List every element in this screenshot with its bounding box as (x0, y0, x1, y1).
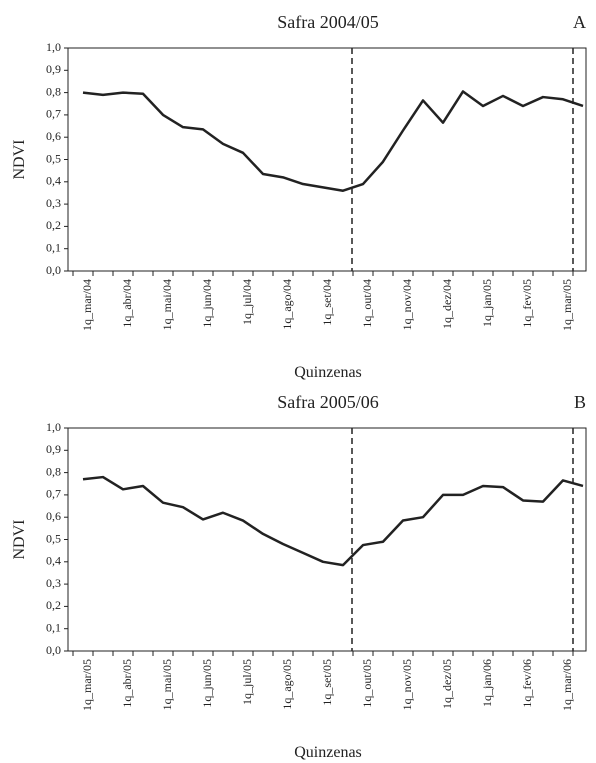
x-tick-label: 1q_jul/04 (240, 279, 254, 325)
y-tick-label: 0,3 (46, 196, 61, 210)
x-tick-label: 1q_mar/04 (80, 279, 94, 331)
y-axis-label: NDVI (11, 520, 28, 560)
x-tick-label: 1q_jun/05 (200, 659, 214, 708)
y-tick-label: 0,4 (46, 174, 61, 188)
y-tick-label: 0,1 (46, 620, 61, 634)
ndvi-line (82, 475, 584, 567)
y-tick-label: 0,1 (46, 240, 61, 254)
y-tick-label: 0,9 (46, 62, 61, 76)
x-tick-label: 1q_ago/04 (280, 279, 294, 330)
y-tick-label: 0,2 (46, 218, 61, 232)
x-tick-label: 1q_nov/05 (400, 659, 414, 710)
x-tick-label: 1q_jan/06 (480, 659, 494, 707)
x-axis-label: Quinzenas (294, 364, 362, 381)
y-tick-label: 1,0 (46, 40, 61, 54)
x-tick-label: 1q_mai/05 (160, 659, 174, 710)
x-tick-label: 1q_mar/06 (560, 659, 574, 711)
y-axis-label: NDVI (11, 140, 28, 180)
y-tick-label: 0,7 (46, 487, 61, 501)
x-tick-label: 1q_mai/04 (160, 279, 174, 330)
chart-title: Safra 2004/05 (277, 12, 378, 32)
x-tick-label: 1q_set/04 (320, 279, 334, 326)
y-tick-label: 0,0 (46, 263, 61, 277)
y-tick-label: 1,0 (46, 420, 61, 434)
x-tick-label: 1q_fev/05 (520, 279, 534, 328)
y-tick-label: 0,8 (46, 84, 61, 98)
y-tick-label: 0,0 (46, 643, 61, 657)
y-tick-label: 0,8 (46, 464, 61, 478)
chart-title: Safra 2005/06 (277, 392, 378, 412)
ndvi-line (82, 90, 584, 192)
x-tick-label: 1q_mar/05 (560, 279, 574, 331)
y-tick-label: 0,5 (46, 531, 61, 545)
y-tick-label: 0,5 (46, 151, 61, 165)
x-tick-label: 1q_dez/04 (440, 279, 454, 329)
plot-frame (67, 427, 587, 652)
x-tick-label: 1q_ago/05 (280, 659, 294, 710)
x-tick-label: 1q_out/05 (360, 659, 374, 708)
x-tick-label: 1q_fev/06 (520, 659, 534, 708)
panel-label: A (573, 12, 586, 32)
y-tick-label: 0,6 (46, 509, 61, 523)
x-tick-label: 1q_nov/04 (400, 279, 414, 330)
x-tick-label: 1q_mar/05 (80, 659, 94, 711)
x-tick-label: 1q_out/04 (360, 279, 374, 328)
y-tick-label: 0,4 (46, 554, 61, 568)
x-tick-label: 1q_abr/05 (120, 659, 134, 708)
panel-label: B (574, 392, 586, 412)
y-tick-label: 0,2 (46, 598, 61, 612)
y-tick-label: 0,7 (46, 107, 61, 121)
x-tick-label: 1q_dez/05 (440, 659, 454, 709)
y-tick-label: 0,6 (46, 129, 61, 143)
x-tick-label: 1q_abr/04 (120, 279, 134, 328)
x-tick-label: 1q_jun/04 (200, 279, 214, 328)
y-tick-label: 0,3 (46, 576, 61, 590)
x-tick-label: 1q_jan/05 (480, 279, 494, 327)
x-axis-label: Quinzenas (294, 744, 362, 761)
x-tick-label: 1q_set/05 (320, 659, 334, 706)
plot-frame (67, 47, 587, 272)
x-tick-label: 1q_jul/05 (240, 659, 254, 705)
y-tick-label: 0,9 (46, 442, 61, 456)
